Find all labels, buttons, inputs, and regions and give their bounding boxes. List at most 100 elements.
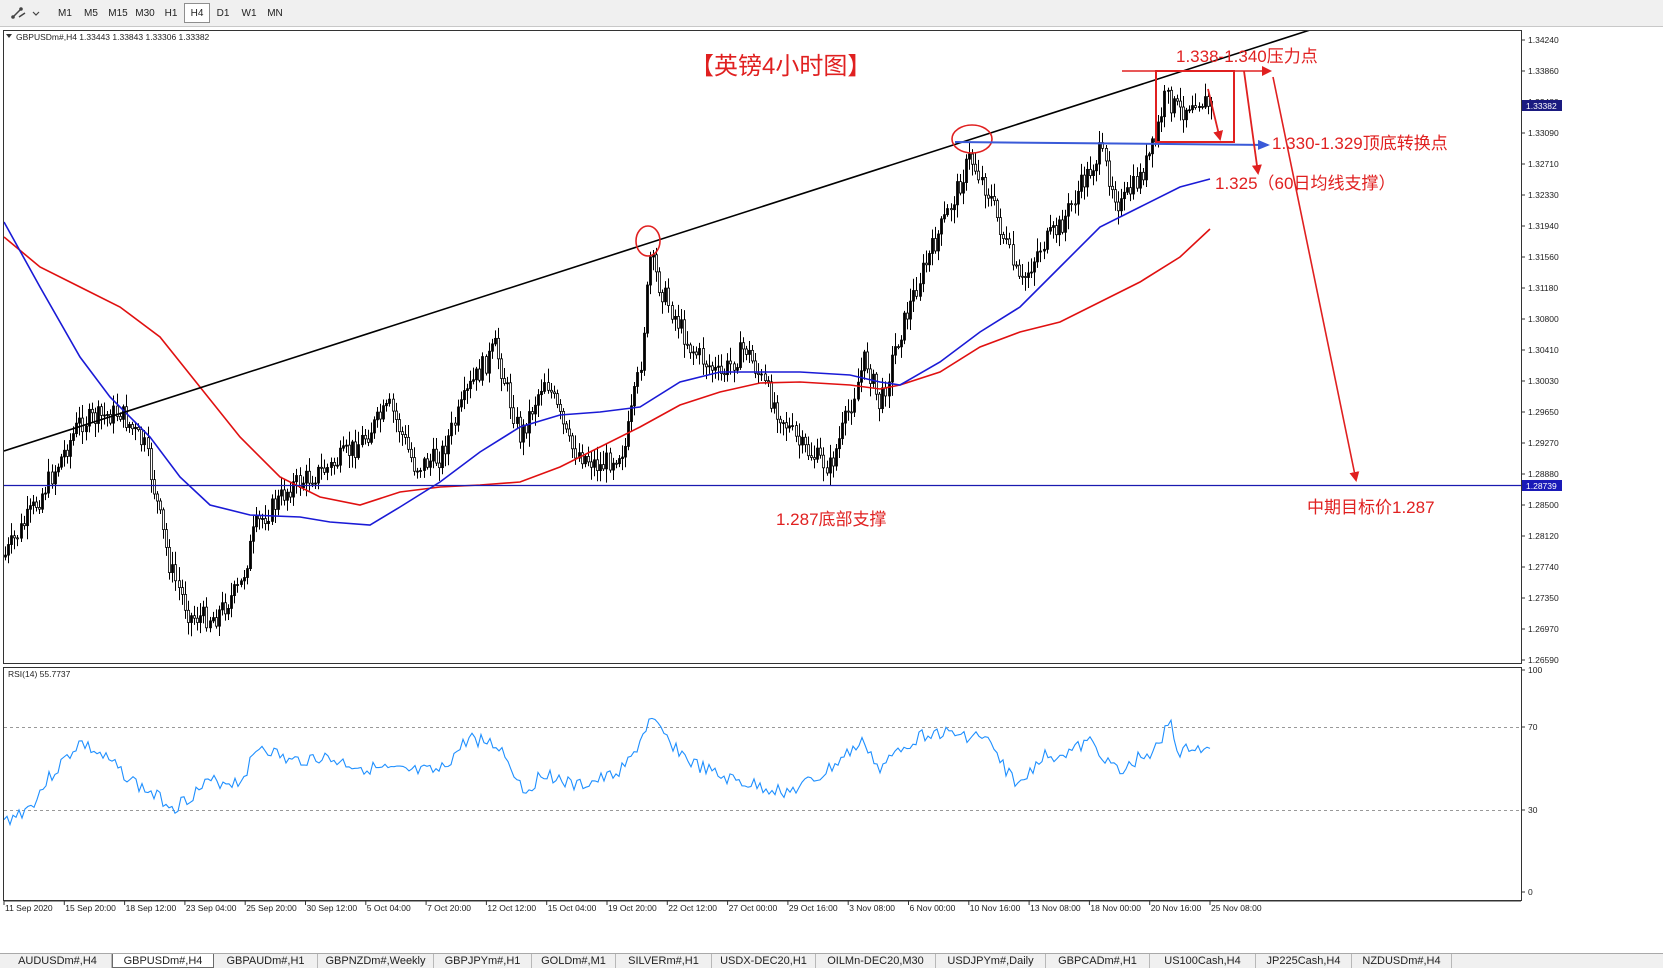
candle-body — [134, 426, 137, 430]
candle-body — [63, 449, 66, 458]
candle-body — [323, 467, 326, 473]
candle-body — [481, 356, 484, 381]
chart-tab[interactable]: SILVERm#,H1 — [616, 954, 712, 968]
candle-body — [512, 407, 515, 424]
timeframe-toolbar: M1 M5 M15 M30 H1 H4 D1 W1 MN — [0, 0, 1663, 27]
time-tick-label: 25 Sep 20:00 — [246, 903, 297, 913]
candle-body — [444, 445, 447, 455]
timeframe-m15-button[interactable]: M15 — [108, 7, 128, 19]
candle-body — [339, 447, 342, 466]
timeframe-h4-button[interactable]: H4 — [184, 3, 210, 23]
candle-body — [1021, 275, 1024, 278]
candle-body — [94, 412, 97, 424]
rsi-label: RSI(14) 55.7737 — [8, 669, 71, 679]
candle-body — [624, 445, 627, 458]
chart-tab[interactable]: AUDUSDm#,H4 — [4, 954, 112, 968]
candle-body — [956, 181, 959, 206]
price-tick-label: 1.28500 — [1528, 500, 1559, 510]
candle-body — [376, 411, 379, 421]
timeframe-w1-button[interactable]: W1 — [241, 7, 257, 19]
timeframe-m1-button[interactable]: M1 — [58, 7, 72, 19]
chart-tab[interactable]: USDJPYm#,Daily — [936, 954, 1046, 968]
chart-tab[interactable]: USDX-DEC20,H1 — [712, 954, 816, 968]
chart-tab[interactable]: OILMn-DEC20,M30 — [816, 954, 936, 968]
time-tick-label: 18 Nov 00:00 — [1090, 903, 1141, 913]
chart-tab[interactable]: NZDUSDm#,H4 — [1352, 954, 1452, 968]
candle-body — [1080, 174, 1083, 192]
candle-body — [348, 444, 351, 456]
candle-body — [236, 584, 239, 586]
candle-body — [202, 606, 205, 617]
candle-body — [497, 337, 500, 360]
price-axis: 1.342401.338601.334801.330901.327101.323… — [1521, 35, 1559, 665]
timeframe-d1-button[interactable]: D1 — [216, 7, 230, 19]
time-tick-label: 19 Oct 20:00 — [608, 903, 657, 913]
candle-body — [261, 518, 264, 520]
candle-body — [807, 444, 810, 457]
candle-body — [943, 214, 946, 220]
candle-body — [875, 373, 878, 395]
drawing-tools-dropdown[interactable] — [6, 3, 44, 23]
candle-body — [1046, 230, 1049, 250]
candle-body — [1070, 203, 1073, 206]
chart-tab[interactable]: JP225Cash,H4 — [1256, 954, 1352, 968]
candle-body — [621, 456, 624, 459]
timeframe-m5-button[interactable]: M5 — [84, 7, 98, 19]
candle-body — [565, 423, 568, 430]
candle-body — [1145, 155, 1148, 181]
candle-body — [1185, 109, 1188, 121]
candle-body — [416, 470, 419, 473]
candle-body — [661, 292, 664, 303]
rsi-axis: 100 70 30 0 — [1521, 665, 1542, 897]
candle-body — [996, 200, 999, 219]
candle-body — [85, 425, 88, 433]
candle-body — [729, 360, 732, 365]
candle-body — [779, 418, 782, 424]
candle-body — [1194, 105, 1197, 108]
candle-body — [1139, 171, 1142, 189]
candle-body — [410, 448, 413, 458]
chart-tab[interactable]: GBPCADm#,H1 — [1046, 954, 1150, 968]
candle-body — [336, 464, 339, 467]
candle-body — [1030, 271, 1033, 274]
candle-body — [767, 380, 770, 383]
chart-tab[interactable]: GOLDm#,M1 — [532, 954, 616, 968]
candle-body — [698, 348, 701, 356]
candle-body — [429, 460, 432, 468]
candle-body — [915, 290, 918, 297]
timeframe-mn-button[interactable]: MN — [267, 7, 283, 19]
candle-body — [888, 381, 891, 397]
price-tick-label: 1.33860 — [1528, 66, 1559, 76]
candle-body — [633, 386, 636, 407]
candle-body — [137, 426, 140, 431]
chart-tab[interactable]: US100Cash,H4 — [1150, 954, 1256, 968]
candle-body — [757, 372, 760, 375]
candle-body — [370, 432, 373, 443]
timeframe-m30-button[interactable]: M30 — [135, 7, 155, 19]
candle-body — [472, 379, 475, 382]
candle-body — [590, 461, 593, 468]
candle-body — [413, 457, 416, 472]
candle-body — [770, 381, 773, 409]
candle-body — [1111, 185, 1114, 191]
chart-area[interactable]: GBPUSDm#,H4 1.33443 1.33843 1.33306 1.33… — [0, 27, 1663, 953]
candle-body — [894, 346, 897, 356]
candle-body — [469, 380, 472, 390]
candle-body — [26, 508, 29, 527]
candle-body — [233, 584, 236, 597]
ma-fast-line — [4, 178, 1211, 526]
candle-body — [432, 448, 435, 462]
chart-tab[interactable]: GBPUSDm#,H4 — [112, 954, 214, 968]
candle-body — [475, 368, 478, 381]
timeframe-h1-button[interactable]: H1 — [164, 7, 178, 19]
chart-tab[interactable]: GBPAUDm#,H1 — [214, 954, 318, 968]
chart-tab[interactable]: GBPJPYm#,H1 — [434, 954, 532, 968]
candle-body — [733, 363, 736, 371]
candle-body — [119, 415, 122, 420]
candle-body — [16, 537, 19, 540]
candle-body — [547, 382, 550, 391]
chart-tab[interactable]: GBPNZDm#,Weekly — [318, 954, 434, 968]
candle-body — [398, 419, 401, 433]
candle-body — [822, 454, 825, 469]
candle-body — [441, 445, 444, 469]
